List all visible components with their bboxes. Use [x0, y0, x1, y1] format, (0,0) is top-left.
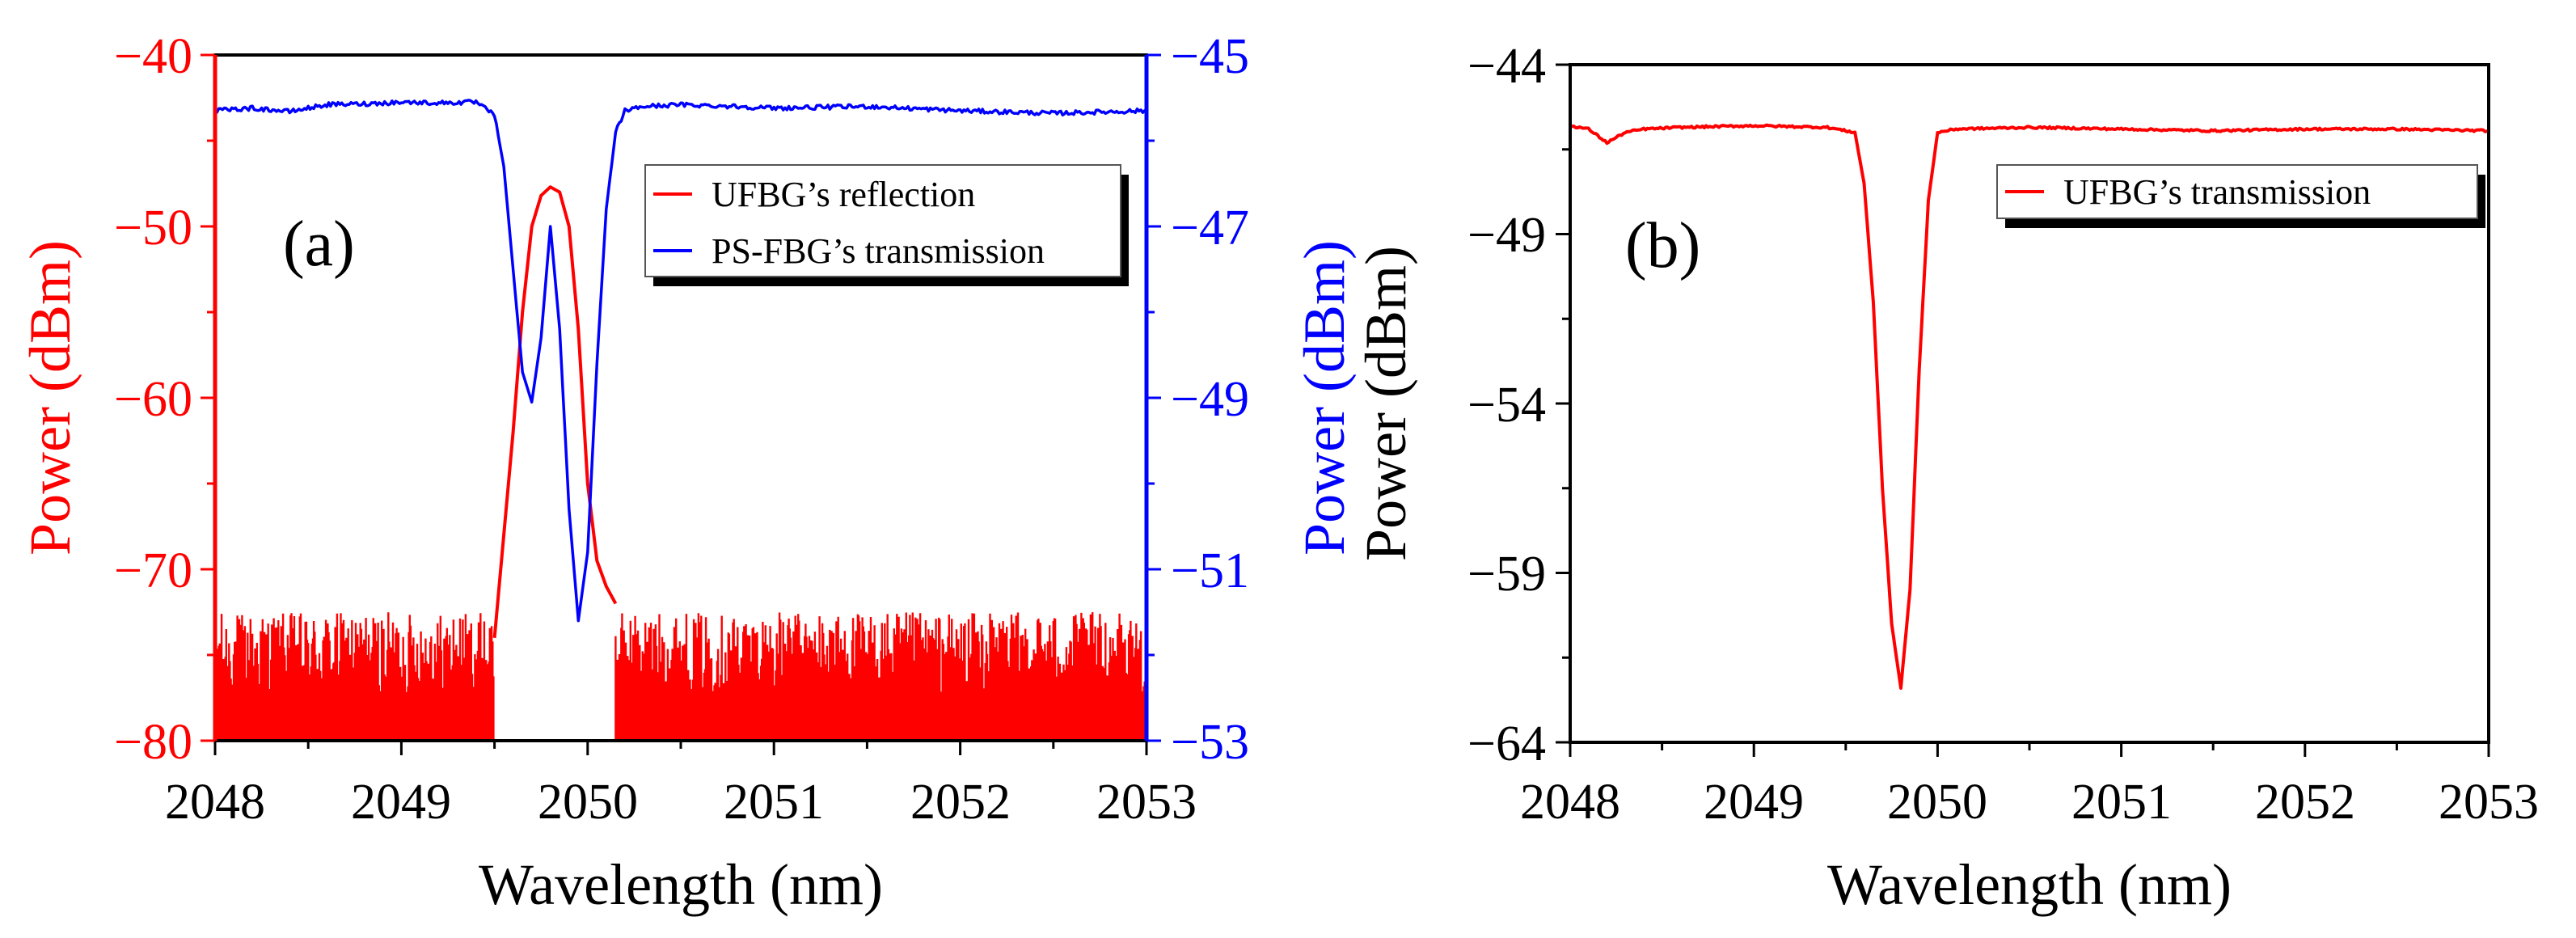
panel-b-legend-label-transmission: UFBG’s transmission	[2063, 172, 2371, 212]
panel-b-y-tick-label: −49	[1467, 208, 1546, 263]
panel-b-label: (b)	[1625, 210, 1700, 281]
panel-a-y-right-tick-label: −53	[1171, 715, 1249, 770]
panel-a-y-right-axis-title: Power (dBm)	[1292, 240, 1357, 556]
panel-b-x-tick-label: 2049	[1704, 775, 1804, 830]
panel-a-x-tick-label: 2049	[351, 775, 451, 830]
panel-a-x-tick-label: 2052	[910, 775, 1011, 830]
panel-b-x-tick-label: 2052	[2255, 775, 2355, 830]
panel-a-y-right-tick-label: −51	[1171, 543, 1249, 598]
panel-a-y-left-tick-label: −50	[114, 201, 192, 256]
reflection-line	[492, 185, 618, 638]
panel-b-x-tick-label: 2050	[1887, 775, 1987, 830]
panel-b-x-tick-label: 2053	[2439, 775, 2539, 830]
panel-a-y-left-axis-title: Power (dBm)	[18, 240, 82, 556]
panel-b-y-tick-label: −59	[1467, 547, 1546, 602]
panel-b-x-tick-label: 2051	[2071, 775, 2172, 830]
panel-a-y-right-tick-label: −47	[1171, 201, 1249, 256]
panel-b-x-axis-title: Wavelength (nm)	[1827, 852, 2232, 917]
panel-a-y-left-tick-label: −80	[114, 715, 192, 770]
panel-a-x-axis-title: Wavelength (nm)	[479, 852, 883, 917]
panel-b-x-tick-label: 2048	[1520, 775, 1620, 830]
panel-a-y-right-tick-label: −49	[1171, 372, 1249, 427]
panel-b-legend: UFBG’s transmission	[1996, 164, 2485, 228]
panel-b-ticks	[1556, 63, 2490, 757]
panel-b: 2048 2049 2050 2051 2052 2053 −44 −49 −5…	[1353, 39, 2539, 917]
panel-b-y-axis-title: Power (dBm)	[1353, 246, 1418, 561]
panel-a-x-tick-label: 2053	[1096, 775, 1197, 830]
panel-a-y-left-tick-label: −60	[114, 372, 192, 427]
panel-a-y-left-tick-label: −70	[114, 543, 192, 598]
panel-b-legend-box	[1996, 164, 2478, 219]
panel-a-ticks	[201, 53, 1161, 755]
panel-a-series-layer	[213, 99, 1148, 741]
panel-a-legend-box	[644, 164, 1121, 277]
transmission-line	[213, 99, 1147, 623]
panel-a-y-right-tick-label: −45	[1171, 29, 1249, 84]
panel-a-legend-label-transmission: PS-FBG’s transmission	[712, 231, 1045, 271]
panel-b-series-layer	[1569, 123, 2489, 690]
panel-a-x-tick-label: 2048	[165, 775, 265, 830]
ufbg-transmission-line	[1569, 123, 2489, 690]
panel-b-y-tick-label: −64	[1467, 716, 1546, 771]
panel-b-y-tick-label: −44	[1467, 39, 1546, 94]
panel-a-x-tick-label: 2051	[724, 775, 824, 830]
reflection-noise-floor	[213, 612, 1148, 741]
panel-a-legend-label-reflection: UFBG’s reflection	[712, 175, 975, 214]
panel-a: 2048 2049 2050 2051 2052 2053 −40 −50 −6…	[18, 29, 1357, 917]
panel-a-legend: UFBG’s reflection PS-FBG’s transmission	[644, 164, 1129, 286]
panel-a-y-left-tick-label: −40	[114, 29, 192, 84]
panel-b-y-tick-label: −54	[1467, 378, 1546, 433]
panel-a-label: (a)	[283, 209, 355, 280]
panel-a-x-tick-label: 2050	[538, 775, 638, 830]
